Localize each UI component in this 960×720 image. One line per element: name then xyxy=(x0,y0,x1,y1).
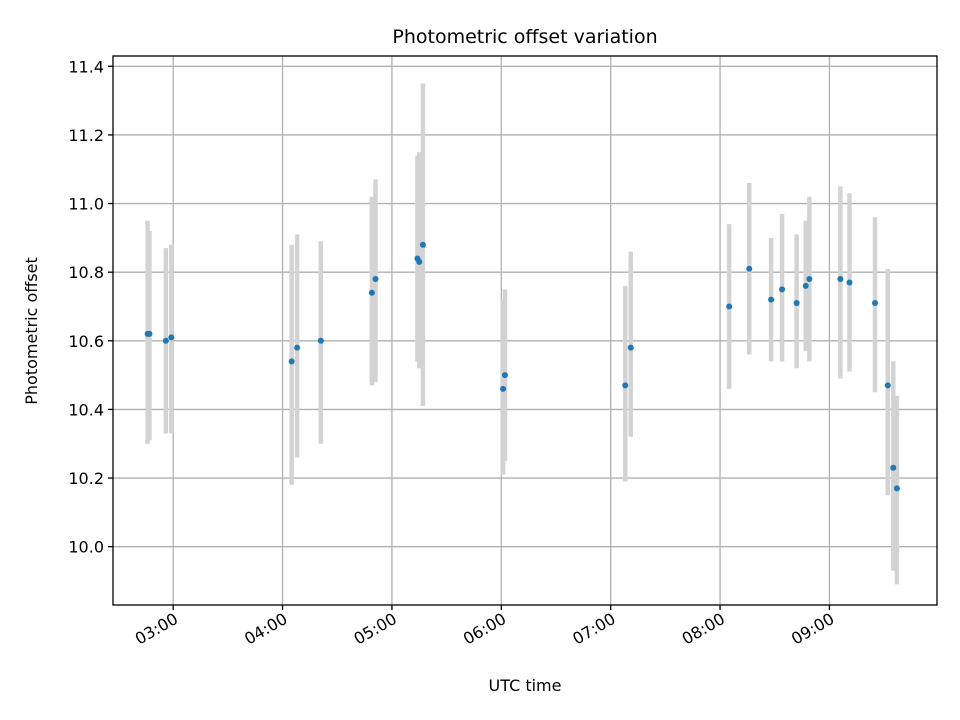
data-point xyxy=(317,337,324,344)
chart-title: Photometric offset variation xyxy=(392,26,657,48)
data-point xyxy=(372,276,379,283)
y-tick-label: 10.6 xyxy=(68,332,104,351)
data-point xyxy=(806,276,813,283)
grid xyxy=(113,56,937,605)
data-point xyxy=(802,282,809,289)
y-tick-label: 10.4 xyxy=(68,400,104,419)
data-point xyxy=(419,241,426,248)
data-point xyxy=(416,258,423,265)
data-point xyxy=(294,344,301,351)
data-point xyxy=(288,358,295,365)
y-axis-label: Photometric offset xyxy=(22,257,41,405)
data-point xyxy=(893,485,900,492)
data-point xyxy=(846,279,853,286)
data-point xyxy=(162,337,169,344)
y-tick-label: 11.4 xyxy=(68,57,104,76)
data-point xyxy=(500,385,507,392)
y-tick-label: 11.0 xyxy=(68,195,104,214)
y-tick-label: 10.0 xyxy=(68,538,104,557)
data-point xyxy=(890,464,897,471)
data-points xyxy=(144,241,900,492)
y-axis: 10.0 10.2 10.4 10.6 10.8 11.0 11.2 11.4 xyxy=(68,57,113,557)
y-tick-label: 10.2 xyxy=(68,469,104,488)
data-point xyxy=(872,300,879,307)
data-point xyxy=(884,382,891,389)
data-point xyxy=(837,276,844,283)
data-point xyxy=(168,334,175,341)
x-axis-label: UTC time xyxy=(489,676,562,695)
data-point xyxy=(146,330,153,337)
data-point xyxy=(746,265,753,272)
plot-frame xyxy=(112,55,938,606)
data-point xyxy=(726,303,733,310)
y-tick-label: 10.8 xyxy=(68,263,104,282)
data-point xyxy=(368,289,375,296)
data-point xyxy=(501,372,508,379)
y-tick-label: 11.2 xyxy=(68,126,104,145)
data-point xyxy=(622,382,629,389)
data-point xyxy=(768,296,775,303)
data-point xyxy=(779,286,786,293)
data-point xyxy=(627,344,634,351)
data-point xyxy=(793,300,800,307)
